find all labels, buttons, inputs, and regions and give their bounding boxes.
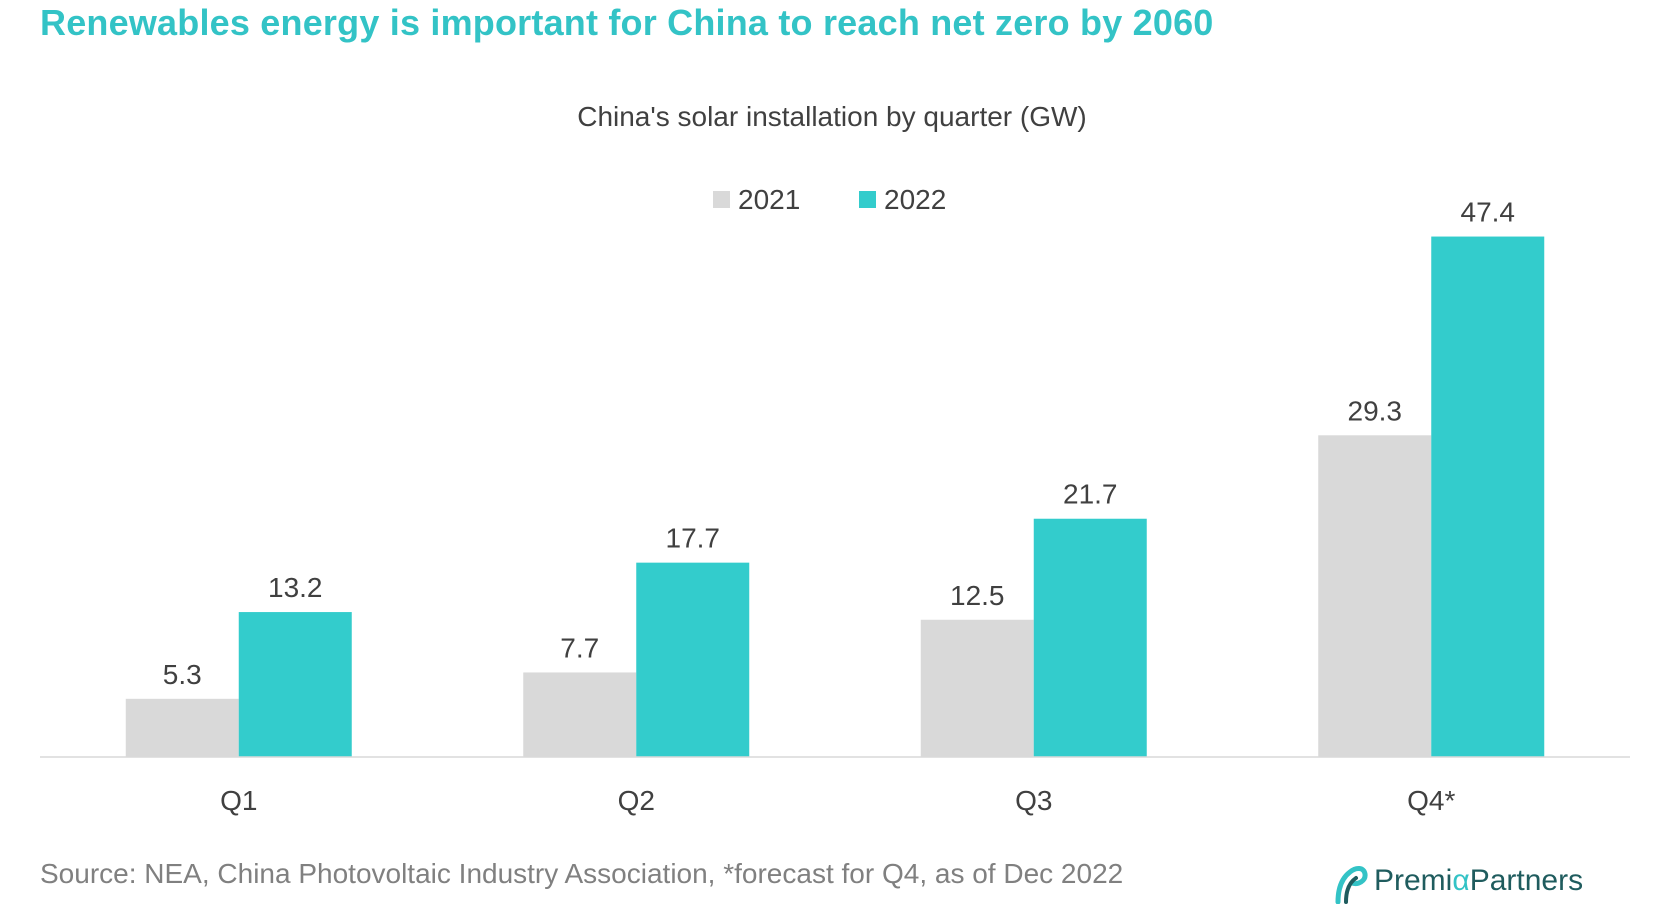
x-tick-label: Q3 [1015,785,1052,816]
bar-2021-Q2 [523,672,637,757]
premia-logo-icon [1335,866,1368,904]
legend-label: 2022 [884,184,946,215]
bar-2022-Q2 [636,562,750,757]
legend-swatch-2022 [859,191,876,208]
source-note: Source: NEA, China Photovoltaic Industry… [40,858,1124,889]
data-label: 29.3 [1348,395,1403,426]
bar-2022-Q4 [1431,236,1545,758]
data-label: 5.3 [163,659,202,690]
data-label: 7.7 [560,632,599,663]
chart-title: China's solar installation by quarter (G… [577,101,1087,132]
x-tick-label: Q1 [220,785,257,816]
bar-2022-Q3 [1033,518,1147,757]
data-label: 21.7 [1063,479,1118,510]
data-label: 17.7 [666,523,721,554]
bars-group [125,236,1545,758]
data-labels-group: 5.3 13.2 7.7 17.7 12.5 21.7 29.3 47.4 [163,197,1515,690]
chart-legend: 2021 2022 [713,184,946,215]
legend-swatch-2021 [713,191,730,208]
x-tick-label: Q2 [618,785,655,816]
x-axis-ticks: Q1 Q2 Q3 Q4* [220,785,1455,816]
bar-2021-Q3 [920,619,1034,757]
page-title: Renewables energy is important for China… [40,2,1214,43]
bar-2021-Q4 [1318,435,1432,757]
data-label: 13.2 [268,572,323,603]
x-tick-label: Q4* [1407,785,1455,816]
bar-2021-Q1 [125,698,239,757]
legend-label: 2021 [738,184,800,215]
data-label: 47.4 [1461,197,1516,228]
data-label: 12.5 [950,580,1005,611]
logo-text: PremiαPartners [1374,864,1584,897]
premia-partners-logo: PremiαPartners [1332,858,1583,904]
bar-2022-Q1 [238,612,352,757]
